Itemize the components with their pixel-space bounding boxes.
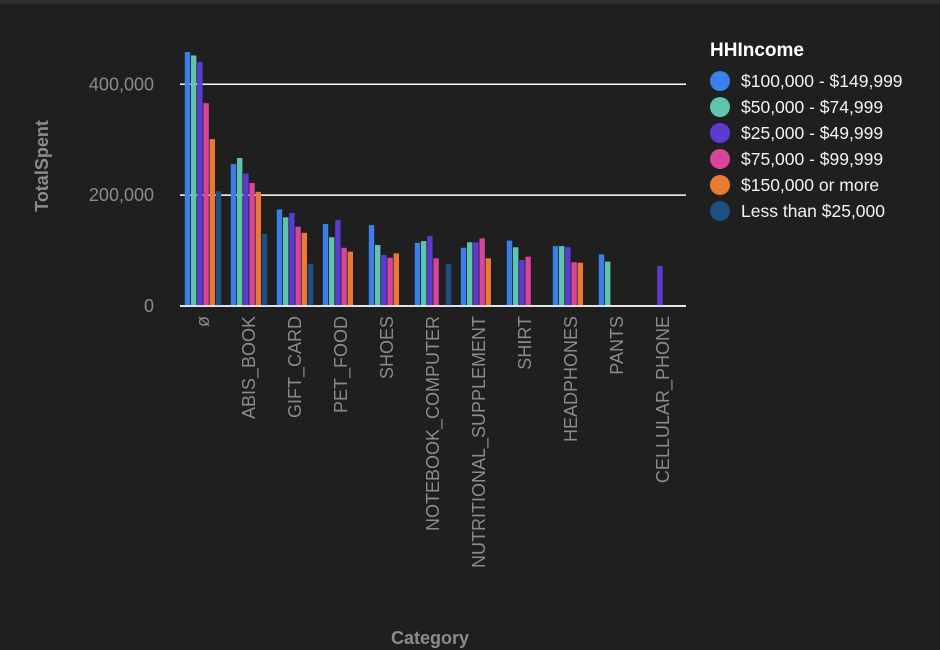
bar [335, 220, 341, 306]
x-tick-label: PET_FOOD [331, 316, 352, 413]
bar [375, 245, 381, 306]
bar [295, 226, 301, 306]
legend-item: $50,000 - $74,999 [710, 94, 903, 120]
bar [237, 157, 243, 306]
bar [184, 52, 191, 306]
x-tick-label: CELLULAR_PHONE [653, 316, 674, 483]
legend-swatch [710, 175, 730, 195]
y-axis-label: TotalSpent [32, 120, 52, 212]
bar [598, 254, 605, 306]
bar [276, 209, 283, 306]
bar [249, 182, 255, 306]
x-tick-label: NOTEBOOK_COMPUTER [423, 316, 444, 531]
legend-swatch [710, 201, 730, 221]
legend-label: $25,000 - $49,999 [741, 122, 884, 143]
legend-label: $50,000 - $74,999 [741, 96, 884, 117]
legend: HHIncome $100,000 - $149,999 $50,000 - $7… [710, 40, 903, 224]
bar [433, 258, 439, 306]
legend-item: $25,000 - $49,999 [710, 120, 903, 146]
bar [565, 247, 571, 306]
bar [209, 139, 215, 306]
bar [506, 240, 513, 306]
bar [203, 103, 209, 306]
bar [519, 259, 525, 306]
bar [301, 232, 307, 306]
x-tick-label: SHOES [377, 316, 397, 379]
bar [552, 246, 559, 306]
bar [414, 242, 421, 306]
x-tick-label: SHIRT [515, 316, 535, 370]
y-tick-label: 200,000 [89, 185, 154, 205]
x-axis-label: Category [391, 628, 469, 648]
bar [525, 256, 531, 306]
bar [421, 241, 427, 306]
y-tick-label: 0 [144, 296, 154, 316]
bar [329, 237, 335, 306]
bar [479, 238, 485, 306]
legend-swatch [710, 149, 730, 169]
x-tick-label: PANTS [607, 316, 627, 375]
bar [571, 262, 577, 306]
bar [513, 247, 519, 306]
top-border [0, 0, 940, 4]
bar [657, 266, 663, 306]
legend-swatch [710, 123, 730, 143]
bar [347, 251, 353, 306]
legend-label: Less than $25,000 [741, 200, 886, 221]
bar [467, 242, 473, 306]
bar [307, 263, 314, 306]
x-tick-label: HEADPHONES [561, 316, 581, 442]
legend-item: $100,000 - $149,999 [710, 68, 903, 94]
legend-items: $100,000 - $149,999 $50,000 - $74,999 $25,… [710, 68, 903, 224]
legend-swatch [710, 71, 730, 91]
bar [427, 236, 433, 306]
bar [577, 262, 583, 306]
bar [255, 191, 261, 306]
legend-title: HHIncome [710, 40, 804, 61]
bar [261, 233, 268, 306]
bar [387, 257, 393, 306]
legend-swatch [710, 97, 730, 117]
bars [184, 52, 663, 307]
bar [341, 247, 347, 306]
legend-item: Less than $25,000 [710, 198, 903, 224]
bar [559, 246, 565, 306]
legend-item: $75,000 - $99,999 [710, 146, 903, 172]
bar [322, 223, 329, 306]
legend-label: $150,000 or more [741, 174, 880, 195]
y-axis-ticks: 0 200,000 400,000 [89, 74, 154, 316]
bar [215, 191, 222, 306]
bar [289, 212, 295, 306]
bar [191, 55, 197, 307]
x-tick-label: ø [193, 316, 213, 327]
bar [381, 255, 387, 306]
bar [243, 173, 249, 306]
bar [230, 164, 237, 306]
legend-label: $75,000 - $99,999 [741, 148, 884, 169]
bar [485, 258, 491, 306]
bar [197, 62, 203, 307]
bar [393, 253, 399, 306]
x-tick-label: GIFT_CARD [285, 316, 306, 418]
y-tick-label: 400,000 [89, 74, 154, 94]
bar [283, 217, 289, 306]
x-tick-label: NUTRITIONAL_SUPPLEMENT [469, 316, 490, 568]
bar [605, 261, 611, 306]
bar [473, 242, 479, 306]
bar [445, 263, 452, 306]
legend-label: $100,000 - $149,999 [741, 70, 903, 91]
bar [460, 247, 467, 306]
bar [368, 225, 375, 306]
legend-item: $150,000 or more [710, 172, 903, 198]
x-tick-label: ABIS_BOOK [239, 316, 260, 419]
x-axis-ticks: ø ABIS_BOOK GIFT_CARD PET_FOOD SHOES NOTEBOOK… [193, 316, 674, 568]
